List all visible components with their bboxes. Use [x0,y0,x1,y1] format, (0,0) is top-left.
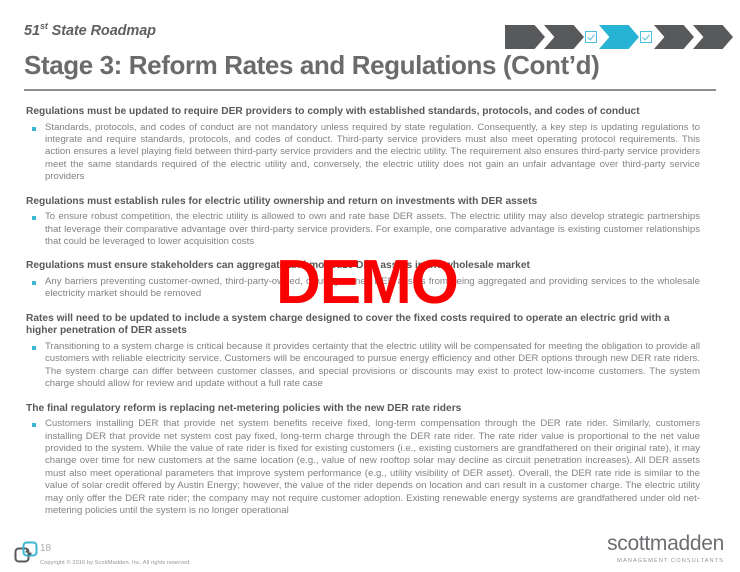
bullet-text: Any barriers preventing customer-owned, … [45,276,700,300]
bullet-text: Customers installing DER that provide ne… [45,418,700,517]
content-section-5: The final regulatory reform is replacing… [0,403,740,518]
bullet-item: To ensure robust competition, the electr… [26,211,716,248]
section-heading: The final regulatory reform is replacing… [26,402,462,414]
bullet-square-icon [32,126,36,131]
section-heading: Regulations must be updated to require D… [26,106,640,117]
stage-progress-indicator [505,25,733,49]
bullet-square-icon [32,281,36,286]
bullet-item: Customers installing DER that provide ne… [26,418,716,517]
section-heading: Rates will need to be updated to include… [26,312,670,337]
bullet-text: Standards, protocols, and codes of condu… [45,121,700,183]
content-section-4: Rates will need to be updated to include… [0,313,740,391]
checkbox-checked-icon-left [585,31,597,43]
chevron-step-2-icon [544,25,584,49]
brand-tagline: MANAGEMENT CONSULTANTS [617,558,724,564]
content-section-2: Regulations must establish rules for ele… [0,196,740,249]
page-number: 18 [40,543,52,554]
copyright-notice: Copyright © 2016 by ScottMadden, Inc. Al… [40,560,192,566]
chevron-step-5-icon [693,25,733,49]
bullet-text: Transitioning to a system charge is crit… [45,341,700,390]
title-divider [24,89,716,91]
bullet-square-icon [32,423,36,428]
page-title: Stage 3: Reform Rates and Regulations (C… [24,50,600,80]
bullet-square-icon [32,216,36,221]
bullet-text: To ensure robust competition, the electr… [45,211,700,248]
bullet-item: Standards, protocols, and codes of condu… [26,122,716,184]
section-heading: Regulations must establish rules for ele… [26,195,538,207]
section-heading: Regulations must ensure stakeholders can… [26,260,530,272]
content-section-1: Regulations must be updated to require D… [0,106,740,184]
chevron-step-1-icon [505,25,545,49]
brand-wordmark: scottmadden [607,532,724,555]
chevron-step-3-active-icon [599,25,639,49]
bullet-square-icon [32,346,36,351]
checkbox-checked-icon-right [640,31,652,43]
scottmadden-logo-icon [14,541,38,563]
content-section-3: Regulations must ensure stakeholders can… [0,260,740,300]
eyebrow-rest: State Roadmap [47,23,156,39]
slide-header: 51st State Roadmap Stage 3: Reform Rates… [0,0,740,96]
slide-footer: 18 Copyright © 2016 by ScottMadden, Inc.… [0,530,740,572]
bullet-item: Any barriers preventing customer-owned, … [26,276,716,301]
slide-content: Regulations must be updated to require D… [0,96,740,518]
bullet-item: Transitioning to a system charge is crit… [26,341,716,391]
eyebrow-ordinal-suffix: st [39,21,48,32]
chevron-step-4-icon [654,25,694,49]
eyebrow-number: 51 [24,23,40,39]
roadmap-eyebrow-title: 51st State Roadmap [24,21,156,39]
